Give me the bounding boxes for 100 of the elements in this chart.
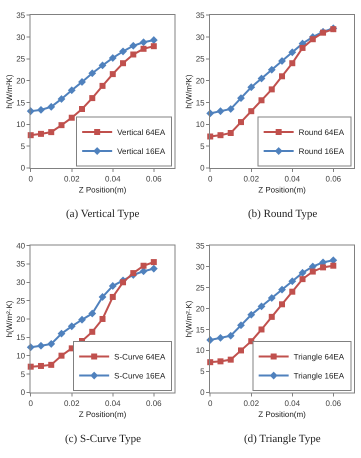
y-tick-label: 20 bbox=[196, 76, 206, 86]
x-tick-label: 0 bbox=[208, 174, 213, 184]
legend-label: Round 64EA bbox=[298, 128, 345, 138]
point bbox=[48, 129, 54, 136]
point bbox=[258, 326, 265, 332]
x-tick-label: 0.02 bbox=[243, 174, 260, 184]
x-axis-title: Z Position(m) bbox=[78, 410, 127, 420]
legend-label: Vertical 64EA bbox=[117, 128, 166, 138]
point bbox=[108, 54, 117, 62]
legend-label: S-Curve 16EA bbox=[114, 372, 166, 381]
y-tick-label: 15 bbox=[16, 333, 26, 342]
point bbox=[89, 95, 96, 102]
point bbox=[38, 130, 44, 137]
point bbox=[237, 321, 245, 330]
y-tick-label: 5 bbox=[20, 370, 26, 379]
point bbox=[110, 294, 116, 300]
point bbox=[100, 316, 106, 322]
point bbox=[268, 86, 275, 92]
point bbox=[258, 302, 266, 310]
x-tick-label: 0.02 bbox=[243, 398, 260, 408]
point bbox=[88, 310, 96, 318]
point bbox=[47, 340, 56, 348]
y-tick-label: 30 bbox=[16, 32, 26, 42]
point bbox=[268, 314, 275, 320]
point bbox=[268, 294, 276, 302]
y-tick-label: 5 bbox=[200, 142, 206, 151]
y-tick-label: 0 bbox=[200, 388, 206, 398]
x-tick-label: 0 bbox=[28, 174, 34, 184]
point bbox=[37, 342, 45, 350]
point bbox=[140, 262, 147, 269]
point bbox=[237, 94, 245, 102]
y-tick-label: 35 bbox=[196, 241, 206, 250]
point bbox=[98, 293, 106, 301]
point bbox=[300, 44, 306, 51]
point bbox=[150, 264, 158, 273]
point bbox=[247, 83, 256, 92]
point bbox=[258, 97, 265, 104]
x-tick-label: 0.04 bbox=[104, 398, 122, 408]
point bbox=[279, 73, 286, 80]
text: (a) Vertical Type bbox=[66, 208, 140, 220]
point bbox=[88, 69, 96, 78]
point bbox=[79, 106, 86, 112]
point bbox=[258, 74, 266, 82]
point bbox=[150, 43, 157, 50]
x-axis-title: Z Position(m) bbox=[258, 186, 306, 195]
x-tick-label: 0.06 bbox=[146, 174, 162, 184]
point bbox=[238, 347, 244, 354]
x-tick-label: 0.06 bbox=[326, 398, 342, 408]
point bbox=[47, 102, 56, 111]
y-tick-label: 30 bbox=[16, 278, 26, 288]
legend-label: Triangle 16EA bbox=[294, 372, 345, 381]
point bbox=[238, 119, 244, 126]
point bbox=[216, 334, 224, 342]
point bbox=[58, 122, 64, 128]
y-axis-title: h(W/m²·K) bbox=[184, 300, 194, 338]
x-tick-label: 0 bbox=[28, 398, 34, 408]
point bbox=[119, 48, 127, 56]
x-tick-label: 0.04 bbox=[284, 398, 301, 408]
point bbox=[108, 282, 117, 290]
point bbox=[38, 362, 44, 369]
text: (c) S-Curve Type bbox=[65, 433, 142, 445]
y-axis-title: h(W/m²K) bbox=[184, 74, 194, 109]
y-tick-label: 10 bbox=[16, 120, 26, 130]
y-tick-label: 35 bbox=[16, 260, 26, 269]
point bbox=[278, 286, 286, 294]
point bbox=[78, 78, 86, 86]
text: (d) Triangle Type bbox=[244, 433, 321, 445]
point bbox=[216, 107, 224, 116]
point bbox=[68, 114, 75, 121]
x-tick-label: 0.04 bbox=[104, 174, 122, 184]
point bbox=[120, 279, 126, 286]
point bbox=[310, 36, 316, 42]
y-axis-title: h(W/m²K) bbox=[4, 74, 14, 109]
point bbox=[130, 51, 136, 58]
point bbox=[300, 276, 306, 282]
x-axis-title: Z Position(m) bbox=[78, 186, 127, 195]
y-tick-label: 30 bbox=[196, 262, 206, 272]
point bbox=[288, 48, 296, 56]
legend-label: S-Curve 64EA bbox=[114, 352, 166, 362]
point bbox=[68, 322, 76, 330]
point bbox=[150, 36, 158, 44]
point bbox=[78, 316, 86, 324]
point bbox=[228, 130, 234, 136]
point bbox=[226, 332, 235, 340]
y-tick-label: 10 bbox=[196, 120, 206, 130]
point bbox=[120, 60, 126, 66]
y-tick-label: 35 bbox=[16, 11, 26, 20]
y-tick-label: 25 bbox=[196, 54, 206, 64]
y-tick-label: 0 bbox=[20, 164, 26, 173]
x-tick-label: 0.04 bbox=[284, 174, 301, 184]
y-tick-label: 35 bbox=[196, 11, 206, 20]
point bbox=[110, 71, 116, 78]
y-tick-label: 40 bbox=[16, 241, 26, 250]
point bbox=[89, 328, 96, 335]
point bbox=[58, 95, 66, 103]
y-tick-label: 25 bbox=[16, 54, 26, 64]
y-tick-label: 10 bbox=[196, 346, 206, 356]
x-tick-label: 0.02 bbox=[64, 398, 80, 408]
point bbox=[228, 356, 234, 363]
point bbox=[68, 86, 76, 94]
